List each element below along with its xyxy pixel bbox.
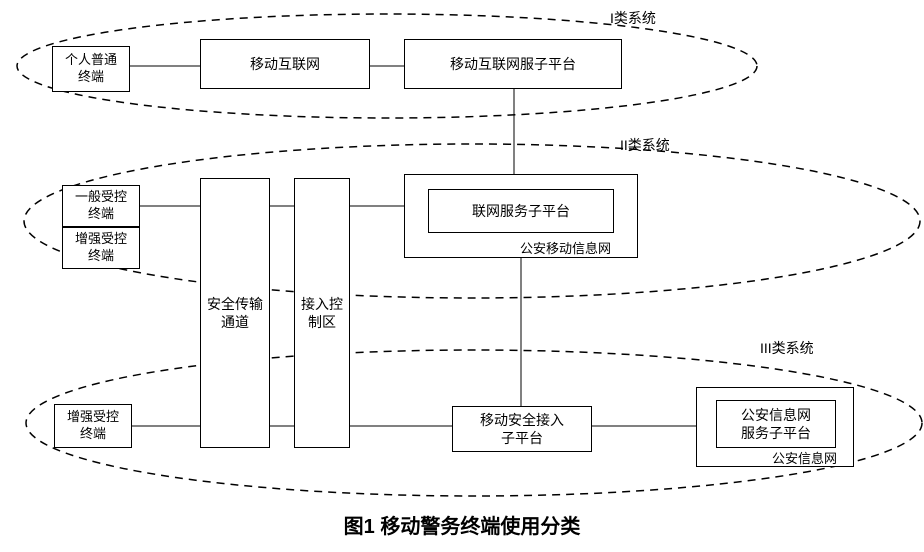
personal-terminal-text: 个人普通终端 xyxy=(65,52,117,86)
label-sys3: III类系统 xyxy=(760,338,814,358)
mobile-secure-access-text: 移动安全接入子平台 xyxy=(480,411,564,447)
networked-platform-text: 联网服务子平台 xyxy=(472,202,570,220)
label-sys2: II类系统 xyxy=(620,135,670,155)
general-controlled-box: 一般受控终端 xyxy=(62,185,140,227)
police-mobile-net-label: 公安移动信息网 xyxy=(520,238,611,257)
mobile-internet-text: 移动互联网 xyxy=(250,55,320,73)
general-controlled-text: 一般受控终端 xyxy=(75,189,127,223)
mobile-secure-access-box: 移动安全接入子平台 xyxy=(452,406,592,452)
figure-caption: 图1 移动警务终端使用分类 xyxy=(0,510,924,539)
enhanced-controlled-2-box: 增强受控终端 xyxy=(54,404,132,448)
police-info-service-box: 公安信息网服务子平台 xyxy=(716,400,836,448)
secure-channel-box: 安全传输通道 xyxy=(200,178,270,448)
mobile-internet-platform-text: 移动互联网服子平台 xyxy=(450,55,576,73)
mobile-internet-box: 移动互联网 xyxy=(200,39,370,89)
mobile-internet-platform-box: 移动互联网服子平台 xyxy=(404,39,622,89)
personal-terminal-box: 个人普通终端 xyxy=(52,46,130,92)
secure-channel-text: 安全传输通道 xyxy=(207,295,263,331)
access-control-text: 接入控制区 xyxy=(301,295,343,331)
police-info-net-label: 公安信息网 xyxy=(772,448,837,467)
police-info-service-text: 公安信息网服务子平台 xyxy=(741,406,811,442)
networked-platform-box: 联网服务子平台 xyxy=(428,189,614,233)
access-control-box: 接入控制区 xyxy=(294,178,350,448)
enhanced-controlled-1-box: 增强受控终端 xyxy=(62,227,140,269)
label-sys1: I类系统 xyxy=(610,8,656,28)
enhanced-controlled-1-text: 增强受控终端 xyxy=(75,231,127,265)
enhanced-controlled-2-text: 增强受控终端 xyxy=(67,409,119,443)
